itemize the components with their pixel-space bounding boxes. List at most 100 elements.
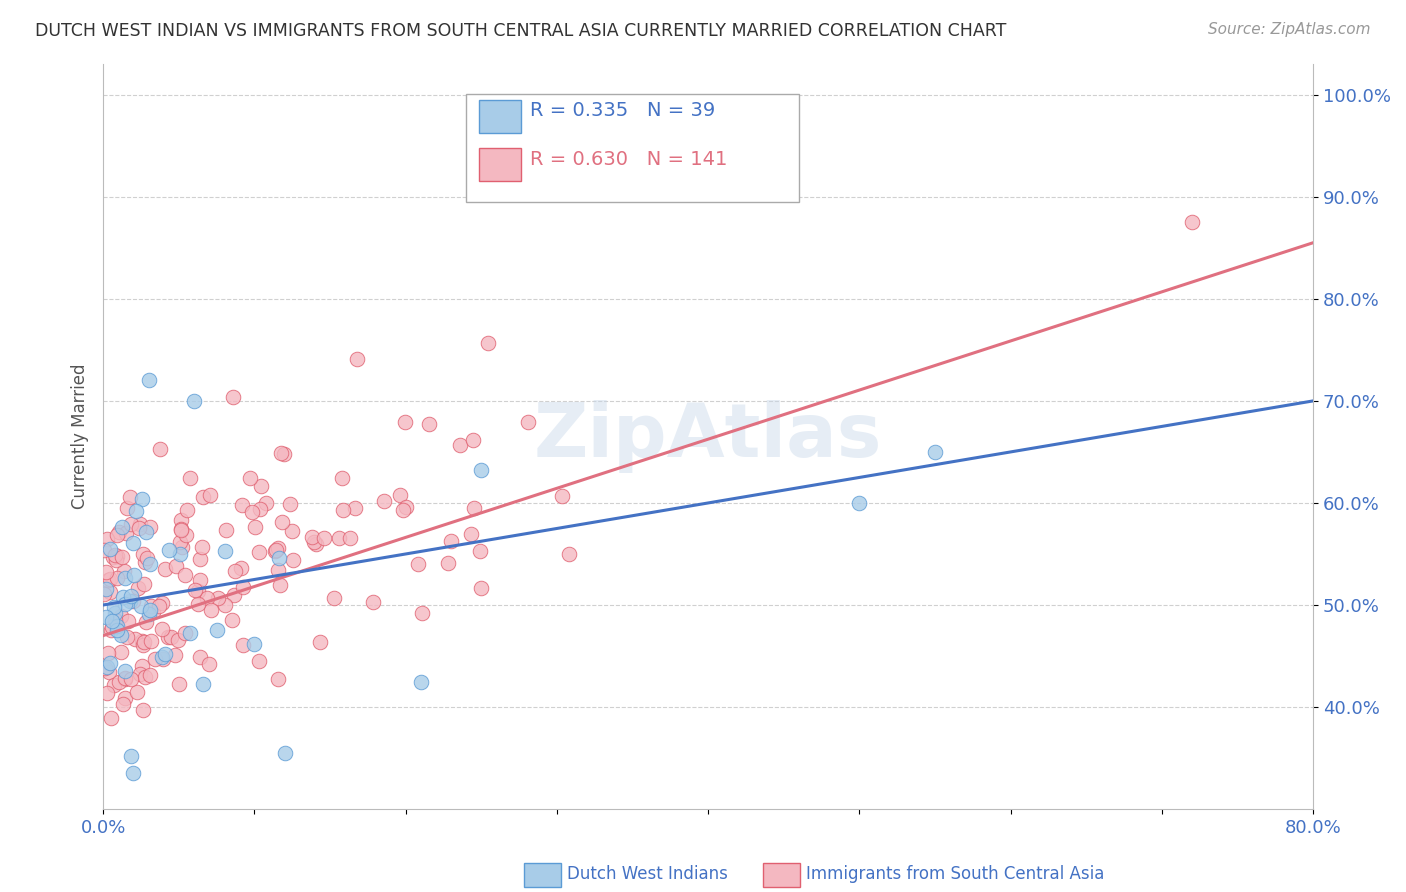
Point	[128, 520, 150, 534]
Point	[114, 691, 136, 706]
Point	[314, 531, 336, 545]
Point	[395, 500, 418, 514]
Point	[193, 490, 215, 504]
Point	[159, 630, 181, 644]
Point	[96, 532, 118, 546]
Point	[155, 647, 177, 661]
Point	[169, 523, 191, 537]
Point	[468, 544, 491, 558]
Point	[108, 524, 131, 539]
Point	[174, 527, 197, 541]
Point	[111, 591, 134, 605]
Point	[247, 654, 270, 668]
Point	[187, 597, 209, 611]
Point	[98, 656, 121, 670]
Point	[143, 652, 166, 666]
Point	[114, 673, 136, 687]
Point	[115, 630, 138, 644]
Point	[346, 352, 368, 367]
Point	[118, 491, 141, 505]
Point	[111, 520, 134, 534]
Point	[135, 550, 157, 565]
Point	[198, 657, 221, 671]
Point	[139, 603, 162, 617]
Point	[142, 605, 165, 619]
Point	[100, 619, 122, 633]
Text: R = 0.630   N = 141: R = 0.630 N = 141	[530, 150, 728, 169]
Point	[176, 503, 198, 517]
Point	[406, 557, 429, 571]
Point	[179, 625, 201, 640]
Text: Immigrants from South Central Asia: Immigrants from South Central Asia	[806, 865, 1104, 883]
Point	[110, 609, 132, 624]
Point	[114, 598, 136, 612]
Point	[124, 568, 146, 582]
Point	[463, 501, 485, 516]
Point	[138, 607, 160, 621]
Point	[309, 635, 332, 649]
Point	[134, 577, 156, 591]
Point	[153, 562, 176, 576]
Point	[132, 547, 155, 561]
Point	[267, 550, 290, 565]
Point	[156, 630, 179, 644]
Point	[97, 573, 120, 587]
Point	[93, 543, 115, 558]
Point	[460, 527, 482, 541]
Point	[232, 638, 254, 652]
Point	[100, 623, 122, 637]
Point	[183, 393, 205, 408]
Point	[110, 628, 132, 642]
Point	[238, 471, 260, 485]
Point	[104, 613, 127, 627]
FancyBboxPatch shape	[467, 94, 799, 202]
Point	[94, 610, 117, 624]
Point	[94, 582, 117, 596]
Point	[115, 500, 138, 515]
Point	[243, 637, 266, 651]
Point	[97, 646, 120, 660]
FancyBboxPatch shape	[479, 148, 520, 181]
Point	[200, 603, 222, 617]
Point	[122, 536, 145, 550]
Point	[107, 618, 129, 632]
Point	[120, 749, 142, 764]
Point	[108, 674, 131, 689]
Point	[222, 390, 245, 404]
Point	[249, 501, 271, 516]
Point	[243, 520, 266, 534]
Point	[152, 652, 174, 666]
Point	[848, 496, 870, 510]
Point	[105, 549, 128, 563]
Point	[187, 584, 209, 599]
Point	[301, 531, 323, 545]
Point	[94, 565, 117, 579]
Text: Dutch West Indians: Dutch West Indians	[567, 865, 727, 883]
Point	[150, 596, 173, 610]
Point	[94, 661, 117, 675]
Point	[169, 534, 191, 549]
Point	[169, 548, 191, 562]
Point	[101, 614, 124, 628]
Point	[111, 550, 134, 565]
Point	[112, 564, 135, 578]
Point	[104, 548, 127, 562]
Point	[101, 549, 124, 564]
Point	[105, 527, 128, 541]
Point	[128, 667, 150, 681]
Point	[302, 535, 325, 549]
Point	[103, 678, 125, 692]
Point	[129, 599, 152, 614]
Point	[93, 587, 115, 601]
Point	[344, 501, 367, 516]
Point	[100, 711, 122, 725]
Point	[157, 542, 180, 557]
Point	[127, 581, 149, 595]
Point	[222, 588, 245, 602]
Point	[214, 598, 236, 612]
Point	[477, 335, 499, 350]
Point	[207, 591, 229, 605]
Point	[264, 542, 287, 557]
Text: R = 0.335   N = 39: R = 0.335 N = 39	[530, 102, 716, 120]
Point	[247, 545, 270, 559]
